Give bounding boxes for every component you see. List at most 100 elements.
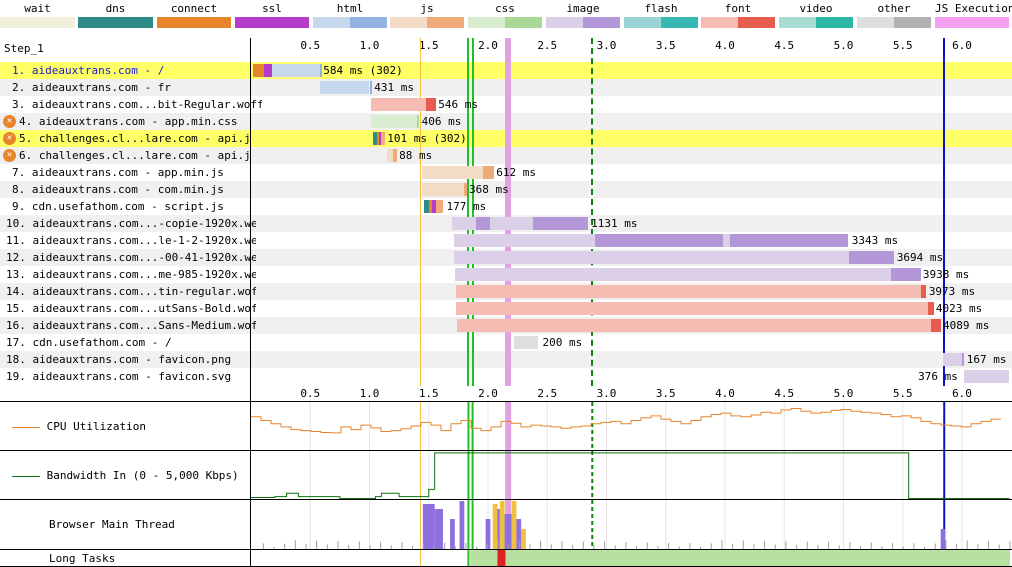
request-label[interactable]: 8. aideauxtrans.com - com.min.js	[0, 181, 262, 198]
request-bar-segment[interactable]	[416, 115, 420, 128]
request-bar-segment[interactable]	[722, 234, 730, 247]
legend-item-html: html	[313, 0, 387, 30]
request-label[interactable]: 19. aideauxtrans.com - favicon.svg	[0, 368, 256, 385]
request-bar-segment[interactable]	[456, 285, 921, 298]
long-task-block	[497, 550, 506, 566]
request-bar-segment[interactable]	[453, 251, 850, 264]
request-bar-segment[interactable]	[370, 98, 427, 111]
request-label-text[interactable]: 13. aideauxtrans.com...me-985-1920x.webp	[6, 268, 256, 281]
request-bar-segment[interactable]	[594, 234, 723, 247]
request-bar-segment[interactable]	[729, 234, 849, 247]
request-label[interactable]: 13. aideauxtrans.com...me-985-1920x.webp	[0, 266, 256, 283]
request-label-text[interactable]: 17. cdn.usefathom.com - /	[6, 336, 172, 349]
request-label-text[interactable]: 4. aideauxtrans.com - app.min.css	[19, 115, 238, 128]
request-label[interactable]: 14. aideauxtrans.com...tin-regular.woff2	[0, 283, 256, 300]
request-bar-segment[interactable]	[920, 285, 927, 298]
request-label[interactable]: 10. aideauxtrans.com...-copie-1920x.webp	[0, 215, 256, 232]
request-label[interactable]: ✕ 4. aideauxtrans.com - app.min.css	[0, 113, 250, 130]
request-label[interactable]: 2. aideauxtrans.com - fr	[0, 79, 262, 96]
request-bar-segment[interactable]	[421, 166, 484, 179]
request-bar-segment[interactable]	[426, 98, 436, 111]
request-bar-segment[interactable]	[376, 132, 379, 145]
request-label[interactable]: 11. aideauxtrans.com...le-1-2-1920x.webp	[0, 232, 256, 249]
request-label-text[interactable]: 2. aideauxtrans.com - fr	[12, 81, 171, 94]
request-label-text[interactable]: 8. aideauxtrans.com - com.min.js	[12, 183, 224, 196]
request-bar-segment[interactable]	[432, 200, 436, 213]
request-label[interactable]: 17. cdn.usefathom.com - /	[0, 334, 256, 351]
request-bar-segment[interactable]	[319, 81, 370, 94]
start-render-line	[467, 38, 470, 386]
main-thread-tick	[966, 540, 968, 549]
divider-cpu	[0, 401, 1012, 402]
request-label-text[interactable]: 15. aideauxtrans.com...utSans-Bold.woff2	[6, 302, 256, 315]
request-label[interactable]: 16. aideauxtrans.com...Sans-Medium.woff2	[0, 317, 256, 334]
request-label[interactable]: ✕ 5. challenges.cl...lare.com - api.js	[0, 130, 250, 147]
time-tick-top: 6.0	[952, 39, 972, 52]
request-label[interactable]: 9. cdn.usefathom.com - script.js	[0, 198, 262, 215]
main-thread-bar	[940, 529, 946, 549]
request-timing: 3694 ms	[896, 251, 944, 264]
request-bar-segment[interactable]	[253, 64, 265, 77]
request-label-text[interactable]: 16. aideauxtrans.com...Sans-Medium.woff2	[6, 319, 256, 332]
request-bar-segment[interactable]	[514, 336, 538, 349]
request-label[interactable]: 15. aideauxtrans.com...utSans-Bold.woff2	[0, 300, 256, 317]
request-bar-segment[interactable]	[927, 302, 934, 315]
request-bar-segment[interactable]	[931, 319, 941, 332]
request-bar-segment[interactable]	[369, 81, 372, 94]
request-bar-segment[interactable]	[264, 64, 273, 77]
request-bar-segment[interactable]	[849, 251, 895, 264]
request-bar-segment[interactable]	[373, 132, 377, 145]
request-label-text[interactable]: 6. challenges.cl...lare.com - api.js	[19, 149, 250, 162]
request-bar-segment[interactable]	[533, 217, 588, 230]
request-label[interactable]: 18. aideauxtrans.com - favicon.png	[0, 351, 256, 368]
request-bar-segment[interactable]	[378, 132, 382, 145]
request-bar-segment[interactable]	[381, 132, 385, 145]
request-bar-segment[interactable]	[890, 268, 921, 281]
request-label-text[interactable]: 5. challenges.cl...lare.com - api.js	[19, 132, 250, 145]
request-bar-segment[interactable]	[454, 268, 891, 281]
request-bar-segment[interactable]	[435, 200, 443, 213]
request-label-text[interactable]: 1. aideauxtrans.com - /	[12, 64, 165, 77]
request-bar-segment[interactable]	[490, 217, 534, 230]
request-bar-segment[interactable]	[483, 166, 494, 179]
request-bar-segment[interactable]	[424, 200, 429, 213]
request-bar-segment[interactable]	[464, 183, 467, 196]
request-label-text[interactable]: 18. aideauxtrans.com - favicon.png	[6, 353, 232, 366]
request-bar-segment[interactable]	[393, 149, 397, 162]
request-label[interactable]: ✕ 6. challenges.cl...lare.com - api.js	[0, 147, 250, 164]
request-label-text[interactable]: 7. aideauxtrans.com - app.min.js	[12, 166, 224, 179]
request-label[interactable]: 7. aideauxtrans.com - app.min.js	[0, 164, 262, 181]
request-label[interactable]: 1. aideauxtrans.com - /	[0, 62, 262, 79]
request-bar-segment[interactable]	[452, 217, 477, 230]
request-bar-segment[interactable]	[421, 183, 465, 196]
main-thread-bar	[504, 514, 512, 549]
request-bar-segment[interactable]	[962, 353, 965, 366]
request-label-text[interactable]: 3. aideauxtrans.com...bit-Regular.woff2	[12, 98, 262, 111]
legend-swatch	[701, 17, 775, 28]
request-bar-segment[interactable]	[964, 370, 1010, 383]
request-label[interactable]: 3. aideauxtrans.com...bit-Regular.woff2	[0, 96, 262, 113]
request-label-text[interactable]: 9. cdn.usefathom.com - script.js	[12, 200, 224, 213]
time-tick-top: 1.0	[359, 39, 380, 52]
request-label[interactable]: 12. aideauxtrans.com...-00-41-1920x.webp	[0, 249, 256, 266]
request-timing: 177 ms	[446, 200, 487, 213]
legend-item-js: js	[390, 0, 464, 30]
request-label-text[interactable]: 11. aideauxtrans.com...le-1-2-1920x.webp	[6, 234, 256, 247]
legend-label: dns	[105, 2, 126, 15]
request-label-text[interactable]: 12. aideauxtrans.com...-00-41-1920x.webp	[6, 251, 256, 264]
request-bar-segment[interactable]	[428, 200, 433, 213]
main-thread-tick	[646, 542, 648, 549]
request-label-text[interactable]: 14. aideauxtrans.com...tin-regular.woff2	[6, 285, 256, 298]
request-label-text[interactable]: 19. aideauxtrans.com - favicon.svg	[6, 370, 232, 383]
main-thread-tick	[497, 540, 499, 549]
request-bar-segment[interactable]	[476, 217, 491, 230]
request-bar-segment[interactable]	[370, 115, 417, 128]
request-label-text[interactable]: 10. aideauxtrans.com...-copie-1920x.webp	[6, 217, 256, 230]
request-bar-segment[interactable]	[387, 149, 394, 162]
request-bar-segment[interactable]	[272, 64, 320, 77]
request-bar-segment[interactable]	[457, 319, 932, 332]
request-bar-segment[interactable]	[943, 353, 962, 366]
request-bar-segment[interactable]	[319, 64, 323, 77]
request-bar-segment[interactable]	[453, 234, 595, 247]
request-bar-segment[interactable]	[456, 302, 928, 315]
